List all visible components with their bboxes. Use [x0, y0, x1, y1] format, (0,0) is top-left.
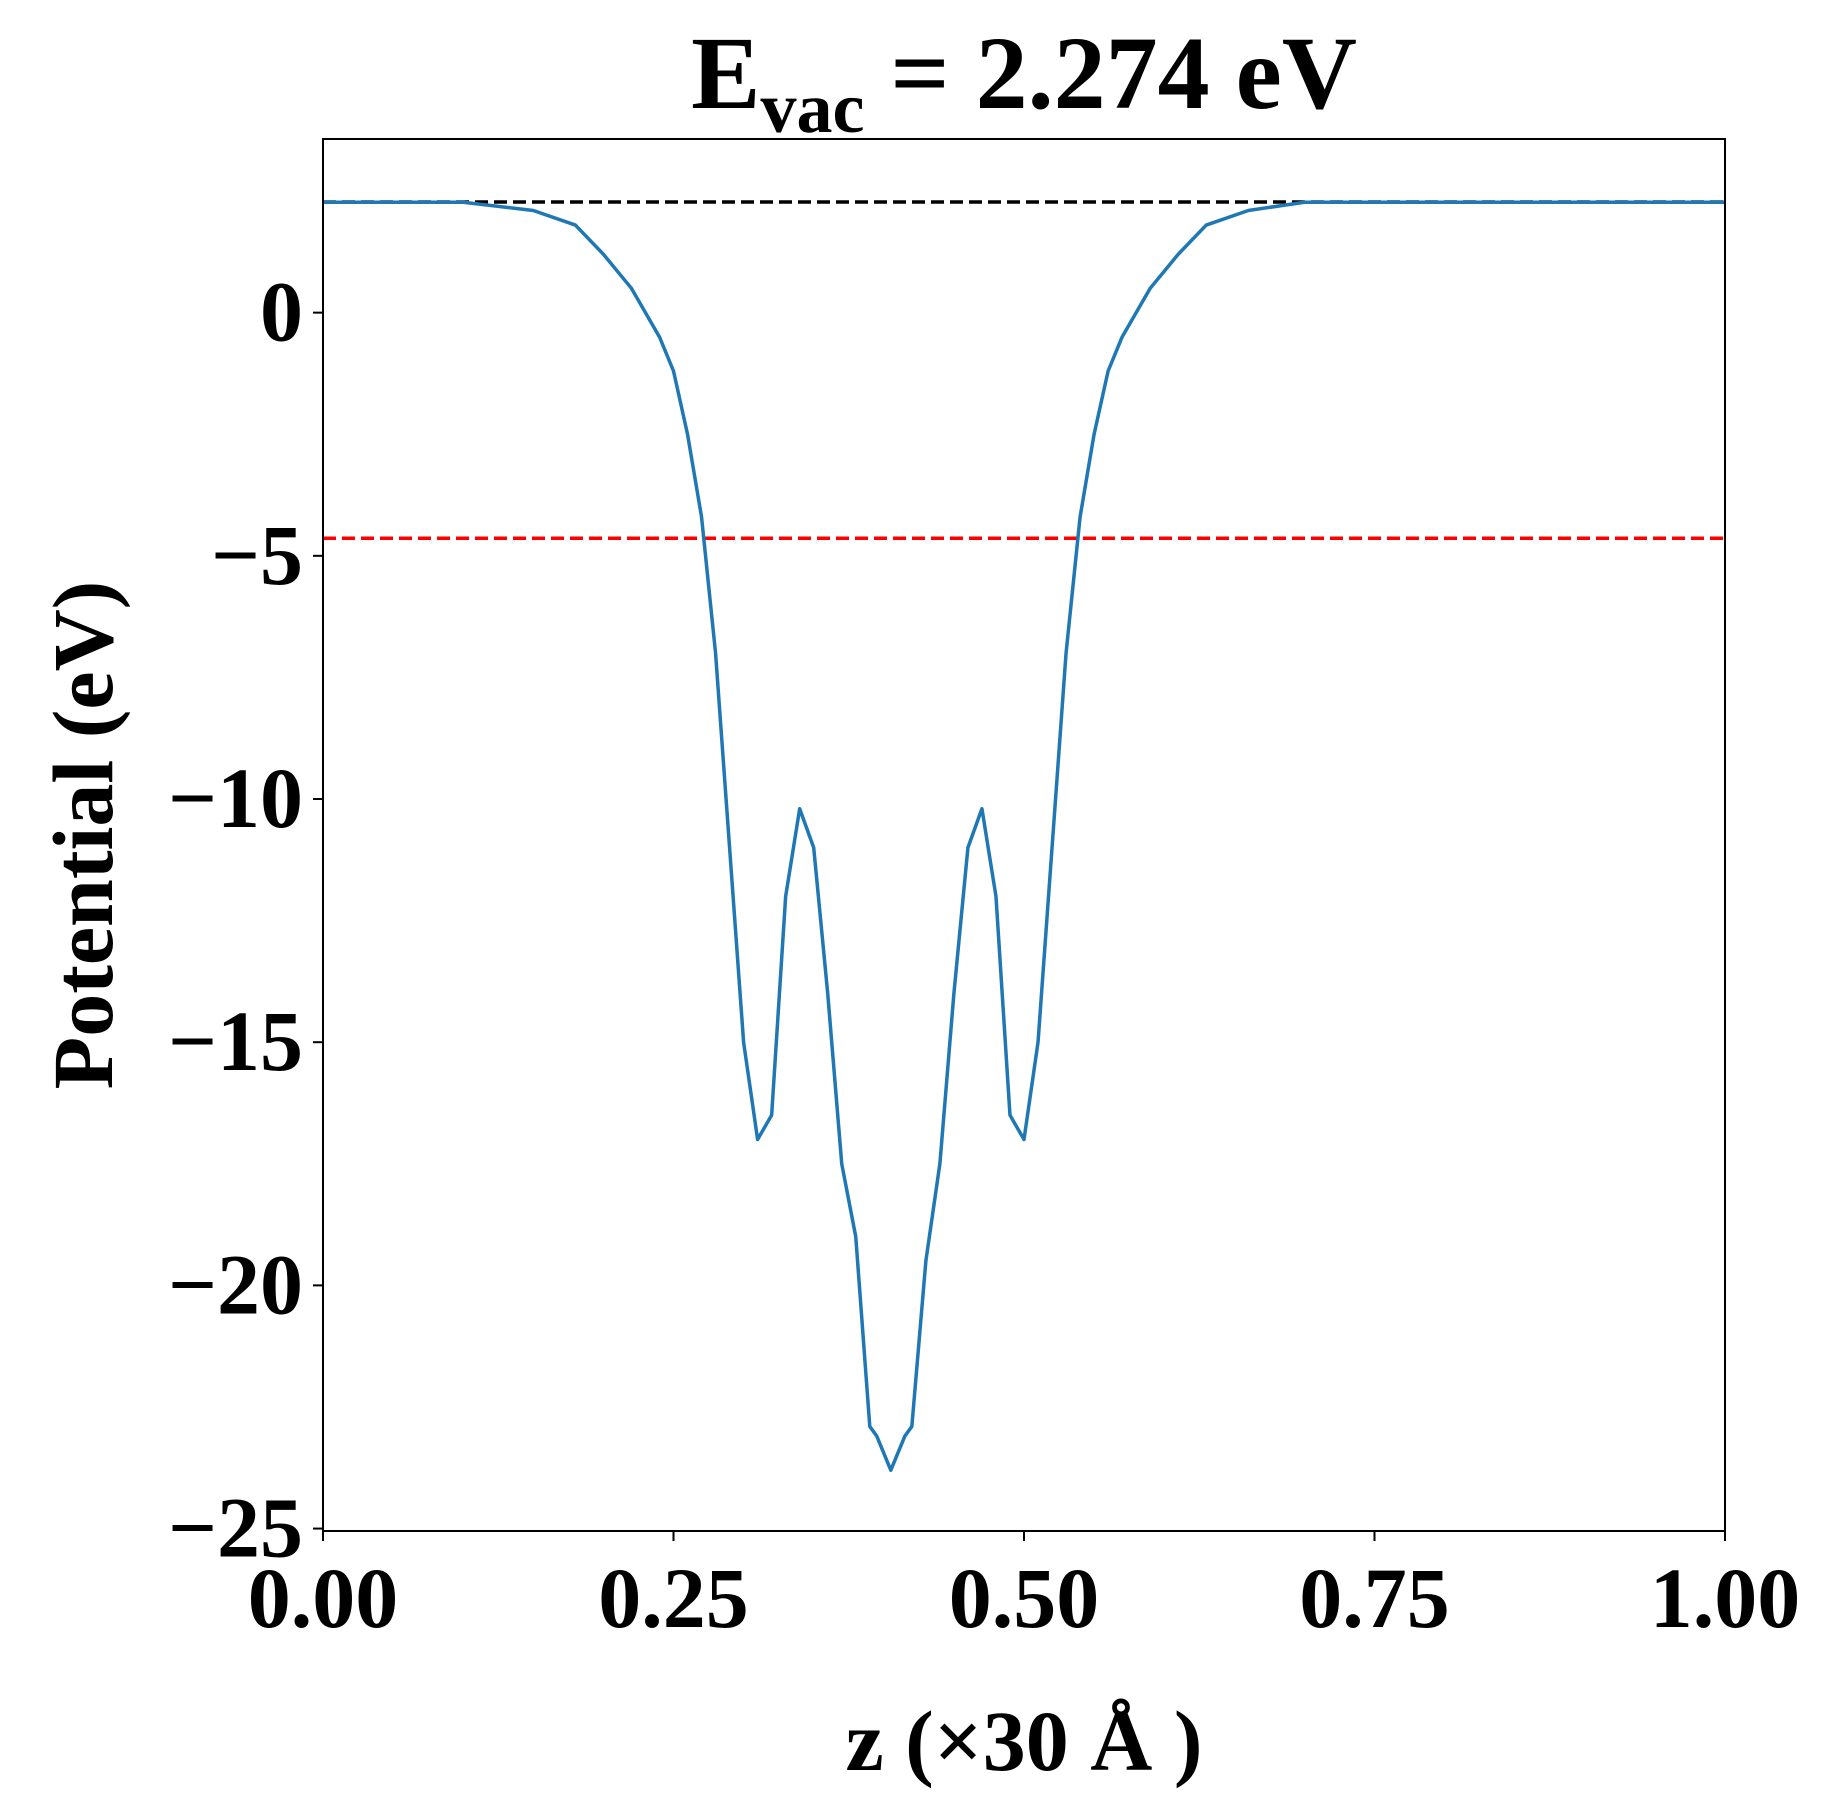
x-tick-label: 1.00: [1650, 1550, 1801, 1646]
x-tick-label: 0.75: [1299, 1550, 1450, 1646]
y-tick-label: −15: [168, 993, 303, 1089]
x-tick-label: 0.25: [598, 1550, 749, 1646]
y-tick-label: −25: [168, 1480, 303, 1576]
y-tick-label: 0: [260, 264, 303, 360]
y-axis-label: Potential (eV): [35, 581, 131, 1090]
chart-title: Evac = 2.274 eV: [691, 16, 1357, 148]
plot-frame: [322, 138, 1726, 1532]
y-tick-label: −5: [211, 507, 303, 603]
title-sub: vac: [760, 68, 864, 148]
title-rest: = 2.274 eV: [864, 16, 1357, 131]
y-tick-label: −10: [168, 750, 303, 846]
title-main: E: [691, 16, 760, 131]
y-tick-label: −20: [168, 1236, 303, 1332]
x-tick-label: 0.00: [248, 1550, 399, 1646]
x-tick-label: 0.50: [949, 1550, 1100, 1646]
x-axis-label: z (×30 Å ): [845, 1693, 1202, 1789]
data-line: [323, 200, 1725, 1472]
